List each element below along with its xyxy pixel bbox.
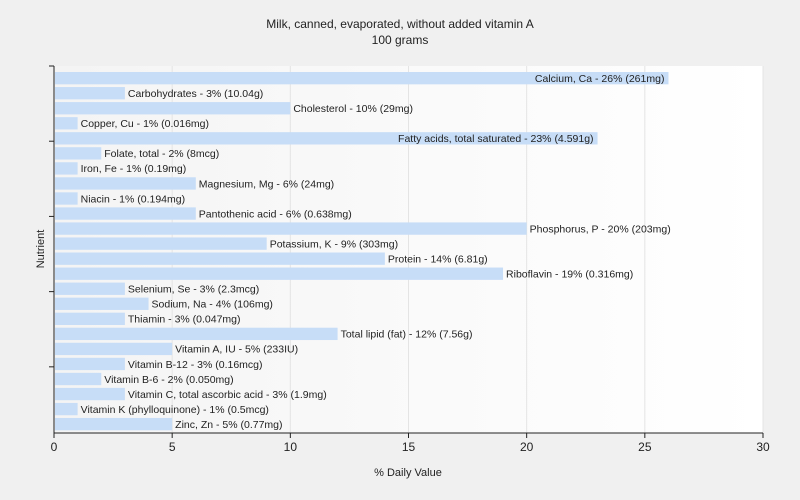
x-tick-label: 0: [51, 440, 58, 454]
data-label: Vitamin K (phylloquinone) - 1% (0.5mcg): [81, 404, 269, 416]
data-label: Selenium, Se - 3% (2.3mcg): [128, 284, 259, 296]
data-label: Zinc, Zn - 5% (0.77mg): [175, 419, 282, 431]
bar: [55, 327, 338, 341]
data-label: Pantothenic acid - 6% (0.638mg): [199, 208, 352, 220]
bar: [55, 192, 78, 205]
bar: [55, 87, 125, 100]
bars: Calcium, Ca - 26% (261mg) Carbohydrates -…: [55, 72, 671, 431]
bar: [55, 147, 102, 160]
data-label: Magnesium, Mg - 6% (24mg): [199, 178, 334, 190]
data-label: Vitamin C, total ascorbic acid - 3% (1.9…: [128, 389, 327, 401]
data-label: Niacin - 1% (0.194mg): [81, 193, 185, 205]
bar: [55, 372, 102, 386]
bar: [55, 342, 173, 356]
bar: [55, 72, 669, 85]
data-label: Carbohydrates - 3% (10.04g): [128, 88, 263, 100]
data-label: Phosphorus, P - 20% (203mg): [530, 223, 671, 235]
data-label: Copper, Cu - 1% (0.016mg): [81, 118, 209, 130]
data-label: Sodium, Na - 4% (106mg): [152, 299, 273, 311]
bar: [55, 282, 125, 295]
bar: [55, 102, 291, 115]
data-label: Protein - 14% (6.81g): [388, 253, 488, 265]
x-tick-label: 30: [756, 440, 770, 454]
bar: [55, 402, 78, 416]
bar: [55, 357, 125, 371]
data-label: Iron, Fe - 1% (0.19mg): [81, 163, 187, 175]
data-label: Total lipid (fat) - 12% (7.56g): [341, 329, 473, 341]
bar: [55, 267, 504, 280]
bar: [55, 237, 267, 250]
bar: [55, 312, 125, 326]
chart-title: Milk, canned, evaporated, without added …: [266, 17, 534, 31]
data-label: Vitamin B-12 - 3% (0.16mcg): [128, 359, 263, 371]
data-label: Vitamin B-6 - 2% (0.050mg): [104, 374, 233, 386]
data-label: Riboflavin - 19% (0.316mg): [506, 269, 633, 281]
bar: [55, 177, 196, 190]
data-label: Cholesterol - 10% (29mg): [293, 103, 413, 115]
bar: [55, 207, 196, 220]
data-label: Fatty acids, total saturated - 23% (4.59…: [398, 133, 594, 145]
bar: [55, 297, 149, 310]
x-axis-label: % Daily Value: [374, 467, 442, 479]
data-label: Folate, total - 2% (8mcg): [104, 148, 219, 160]
x-tick-label: 10: [284, 440, 298, 454]
grid-lines: [171, 66, 764, 433]
bar: [55, 222, 527, 235]
bar: [55, 162, 78, 175]
data-label: Thiamin - 3% (0.047mg): [128, 314, 241, 326]
data-label: Potassium, K - 9% (303mg): [270, 238, 398, 250]
data-label: Vitamin A, IU - 5% (233IU): [175, 344, 298, 356]
x-tick-label: 5: [169, 440, 176, 454]
bar: [55, 117, 78, 130]
x-tick-label: 20: [520, 440, 534, 454]
axes: 0 5 10 15 20 25 30: [49, 65, 770, 454]
data-label: Calcium, Ca - 26% (261mg): [535, 73, 665, 85]
chart-subtitle: 100 grams: [372, 33, 429, 47]
bar: [55, 132, 598, 145]
bar: [55, 387, 125, 401]
x-tick-label: 25: [638, 440, 652, 454]
x-tick-label: 15: [402, 440, 416, 454]
bar: [55, 417, 173, 431]
y-axis-label: Nutrient: [35, 230, 47, 269]
bar: [55, 252, 385, 265]
